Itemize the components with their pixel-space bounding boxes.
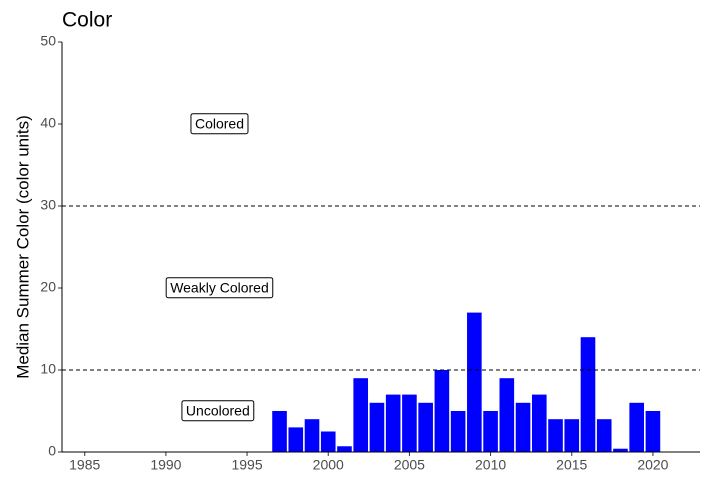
annotation-label: Weakly Colored xyxy=(170,280,269,296)
bar xyxy=(304,419,320,452)
x-tick-label: 2010 xyxy=(475,457,506,473)
x-tick-label: 1985 xyxy=(69,457,100,473)
y-tick-label: 0 xyxy=(48,443,56,459)
annotation-box xyxy=(181,400,255,422)
bar xyxy=(548,419,563,452)
x-tick-label: 2000 xyxy=(313,457,344,473)
bar xyxy=(385,394,401,452)
annotation-label: Colored xyxy=(195,116,244,132)
annotation: Weakly Colored xyxy=(165,277,274,299)
x-tick-label: 1995 xyxy=(231,457,262,473)
chart-title: Color xyxy=(62,9,112,32)
x-tick-label: 2020 xyxy=(637,457,668,473)
bar xyxy=(613,448,628,452)
y-tick-label: 10 xyxy=(40,361,56,377)
bar xyxy=(515,402,531,452)
annotation-box xyxy=(190,113,249,135)
bar xyxy=(450,411,466,452)
bar xyxy=(272,411,287,452)
annotation: Uncolored xyxy=(181,400,255,422)
bar xyxy=(337,446,352,452)
bar xyxy=(467,312,482,452)
bar xyxy=(531,394,547,452)
bar xyxy=(320,431,336,452)
y-tick-label: 50 xyxy=(40,33,56,49)
bar xyxy=(580,337,596,452)
bar xyxy=(418,402,433,452)
x-tick-label: 2005 xyxy=(394,457,425,473)
bar xyxy=(369,402,385,452)
y-axis-label: Median Summer Color (color units) xyxy=(13,115,32,379)
bar xyxy=(629,402,644,452)
bar xyxy=(483,411,498,452)
bar xyxy=(288,427,304,452)
x-tick-label: 2015 xyxy=(556,457,587,473)
annotation-label: Uncolored xyxy=(186,403,250,419)
bar xyxy=(564,419,580,452)
y-tick-label: 20 xyxy=(40,279,56,295)
annotation-box xyxy=(165,277,274,299)
y-tick-label: 30 xyxy=(40,197,56,213)
bar xyxy=(402,394,417,452)
y-tick-label: 40 xyxy=(40,115,56,131)
annotation: Colored xyxy=(190,113,249,135)
x-tick-label: 1990 xyxy=(150,457,181,473)
bar xyxy=(596,419,612,452)
bar xyxy=(353,378,369,452)
bar xyxy=(645,411,661,452)
bar xyxy=(434,370,450,452)
bar xyxy=(499,378,515,452)
